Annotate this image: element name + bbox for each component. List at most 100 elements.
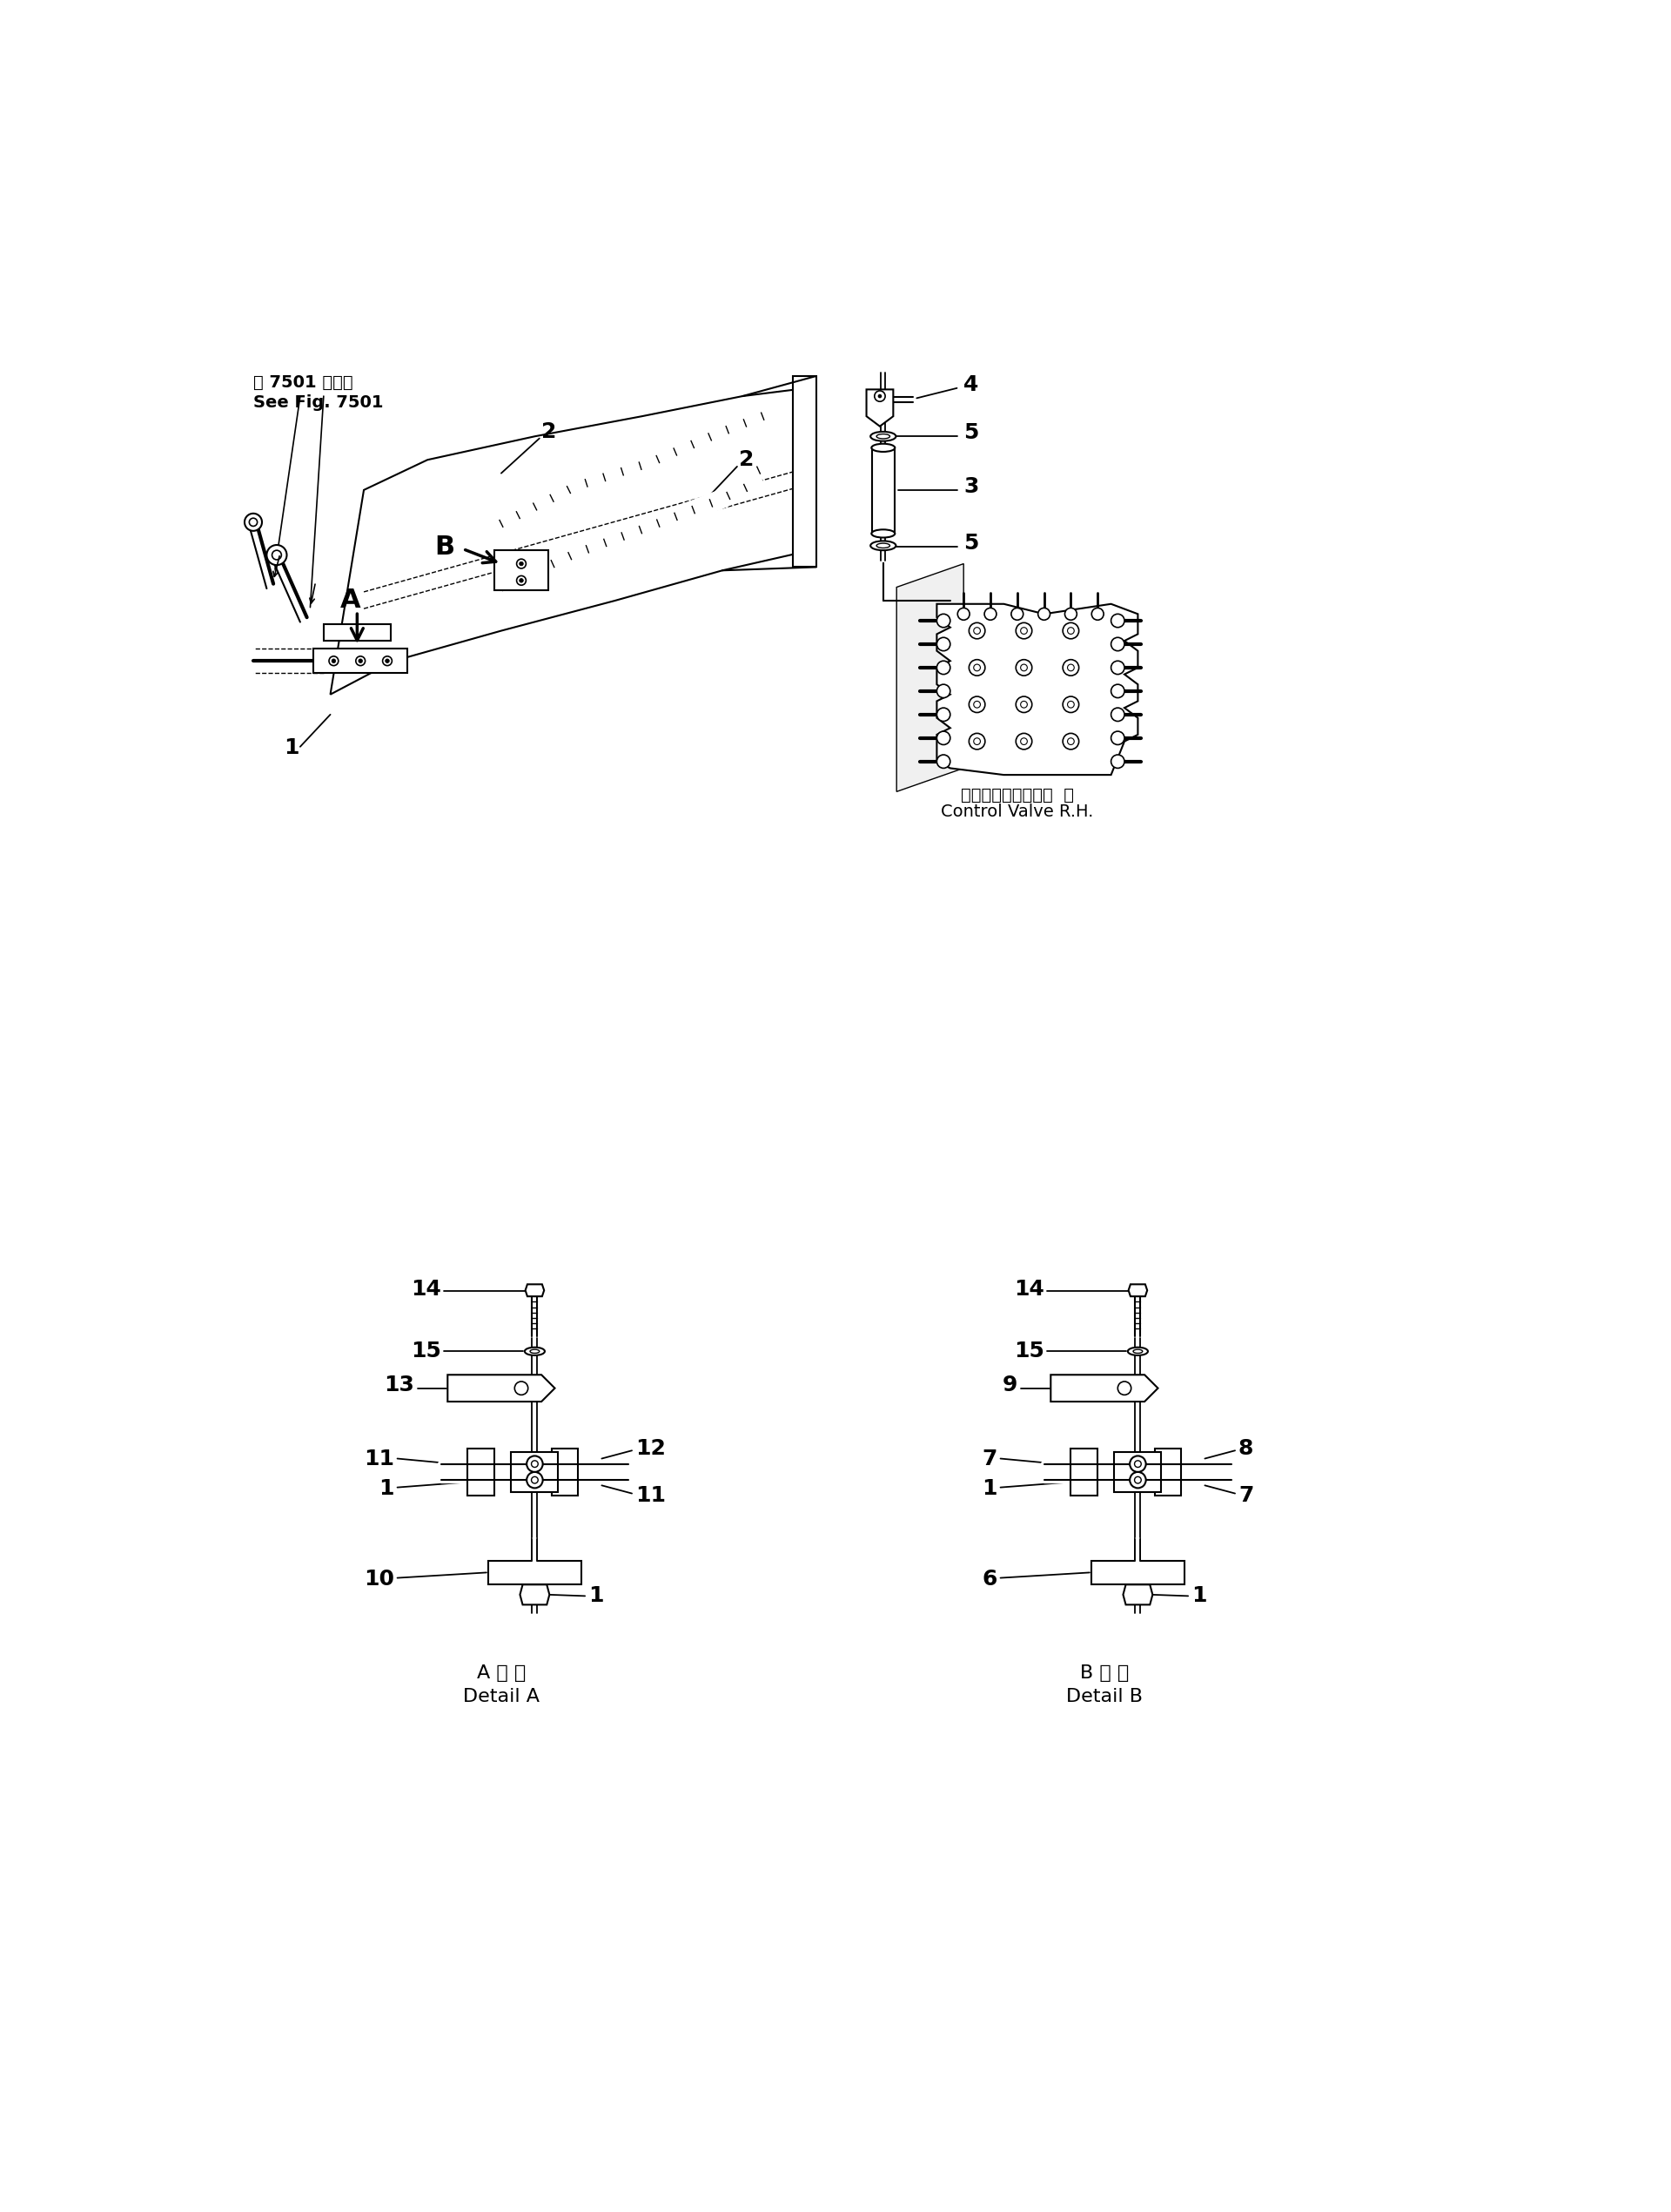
Circle shape (356, 657, 366, 666)
Ellipse shape (872, 529, 896, 538)
Polygon shape (468, 1449, 495, 1495)
Circle shape (1016, 624, 1033, 639)
Circle shape (969, 659, 984, 675)
Circle shape (937, 637, 951, 650)
Text: 15: 15 (1014, 1340, 1044, 1363)
Polygon shape (897, 564, 964, 792)
Circle shape (1111, 754, 1125, 768)
Circle shape (969, 734, 984, 750)
Circle shape (1011, 608, 1023, 619)
Circle shape (1111, 732, 1125, 745)
Circle shape (1063, 734, 1079, 750)
Polygon shape (331, 389, 795, 695)
Circle shape (1111, 708, 1125, 721)
Circle shape (515, 1382, 528, 1396)
Text: 第 7501 図参照: 第 7501 図参照 (254, 374, 353, 392)
Polygon shape (1091, 1559, 1185, 1584)
Circle shape (937, 708, 951, 721)
Text: 5: 5 (964, 533, 979, 553)
Text: B 詳 細: B 詳 細 (1079, 1663, 1130, 1681)
Circle shape (957, 608, 969, 619)
Text: 7: 7 (983, 1449, 998, 1469)
Text: A 詳 細: A 詳 細 (476, 1663, 526, 1681)
Ellipse shape (871, 431, 896, 440)
Circle shape (937, 615, 951, 628)
Text: 1: 1 (284, 737, 299, 759)
Polygon shape (867, 389, 894, 427)
Polygon shape (1155, 1449, 1181, 1495)
Circle shape (526, 1455, 543, 1471)
Text: 11: 11 (635, 1484, 665, 1506)
Circle shape (969, 624, 984, 639)
Circle shape (1130, 1455, 1146, 1471)
Circle shape (329, 657, 338, 666)
Text: 10: 10 (364, 1568, 394, 1590)
Circle shape (516, 575, 526, 586)
Circle shape (359, 659, 363, 664)
Text: 2: 2 (541, 420, 556, 442)
Text: 11: 11 (364, 1449, 394, 1469)
Circle shape (383, 657, 393, 666)
Ellipse shape (1128, 1347, 1148, 1356)
Circle shape (984, 608, 996, 619)
Polygon shape (448, 1376, 555, 1402)
Polygon shape (495, 551, 548, 591)
Circle shape (244, 513, 262, 531)
Text: 3: 3 (964, 476, 979, 498)
Ellipse shape (872, 445, 896, 451)
Circle shape (877, 394, 882, 398)
Circle shape (1016, 697, 1033, 712)
Text: Control Valve R.H.: Control Valve R.H. (941, 803, 1093, 821)
Circle shape (969, 697, 984, 712)
Polygon shape (520, 1584, 550, 1604)
Circle shape (331, 659, 336, 664)
Text: 2: 2 (739, 449, 754, 471)
Text: 9: 9 (1003, 1374, 1018, 1396)
Ellipse shape (525, 1347, 545, 1356)
Text: 1: 1 (983, 1478, 998, 1500)
Circle shape (520, 580, 523, 582)
Circle shape (1063, 659, 1079, 675)
Polygon shape (324, 624, 391, 641)
Circle shape (937, 754, 951, 768)
Ellipse shape (871, 542, 896, 551)
Circle shape (1118, 1382, 1131, 1396)
Polygon shape (511, 1451, 558, 1493)
Text: 14: 14 (411, 1279, 441, 1301)
Polygon shape (872, 447, 894, 533)
Text: See Fig. 7501: See Fig. 7501 (254, 394, 383, 411)
Circle shape (1111, 615, 1125, 628)
Polygon shape (1071, 1449, 1098, 1495)
Text: コントロールバルブ  右: コントロールバルブ 右 (961, 787, 1074, 803)
Polygon shape (1115, 1451, 1161, 1493)
Circle shape (386, 659, 389, 664)
Text: 14: 14 (1014, 1279, 1044, 1301)
Text: B: B (434, 535, 455, 560)
Circle shape (1091, 608, 1103, 619)
Circle shape (520, 562, 523, 566)
Polygon shape (488, 1559, 582, 1584)
Circle shape (267, 544, 287, 564)
Circle shape (1111, 637, 1125, 650)
Circle shape (1063, 624, 1079, 639)
Text: Detail A: Detail A (463, 1688, 540, 1705)
Polygon shape (792, 376, 815, 566)
Polygon shape (1123, 1584, 1153, 1604)
Text: 6: 6 (983, 1568, 998, 1590)
Circle shape (1016, 734, 1033, 750)
Circle shape (1130, 1471, 1146, 1489)
Polygon shape (1128, 1285, 1148, 1296)
Text: 13: 13 (384, 1374, 414, 1396)
Circle shape (937, 732, 951, 745)
Text: 4: 4 (964, 374, 979, 396)
Circle shape (937, 661, 951, 675)
Polygon shape (525, 1285, 545, 1296)
Polygon shape (314, 648, 408, 672)
Polygon shape (1051, 1376, 1158, 1402)
Circle shape (526, 1471, 543, 1489)
Text: 1: 1 (588, 1586, 603, 1606)
Circle shape (1038, 608, 1049, 619)
Polygon shape (551, 1449, 578, 1495)
Text: 8: 8 (1238, 1438, 1253, 1460)
Text: A: A (341, 588, 361, 613)
